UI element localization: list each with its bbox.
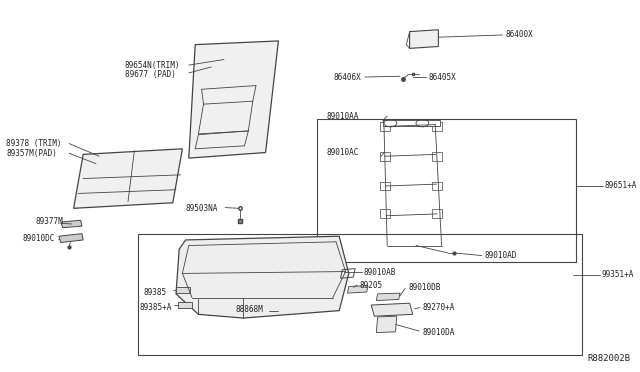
Bar (383, 120, 440, 126)
Text: 89205: 89205 (360, 281, 383, 290)
Text: 89010DA: 89010DA (422, 328, 455, 337)
Bar (432, 152, 442, 161)
Text: 89385+A: 89385+A (140, 303, 172, 312)
Text: 89357M(PAD): 89357M(PAD) (6, 149, 57, 158)
Polygon shape (376, 293, 400, 301)
Bar (432, 209, 442, 218)
Text: 89010AD: 89010AD (484, 251, 517, 260)
Text: 99351+A: 99351+A (602, 270, 634, 279)
Text: 89378 (TRIM): 89378 (TRIM) (6, 139, 62, 148)
Text: 86405X: 86405X (429, 73, 456, 81)
Text: 89385: 89385 (144, 288, 167, 297)
Polygon shape (371, 303, 413, 316)
Text: 86406X: 86406X (334, 73, 362, 81)
Text: 89654N(TRIM): 89654N(TRIM) (125, 61, 180, 70)
Polygon shape (176, 236, 349, 318)
Bar (380, 152, 390, 161)
Text: 86400X: 86400X (506, 31, 533, 39)
Text: 89010AB: 89010AB (364, 268, 396, 277)
Bar (176, 287, 190, 293)
Polygon shape (410, 30, 438, 48)
Bar (380, 182, 390, 190)
Bar (178, 302, 192, 308)
Text: 89010DB: 89010DB (408, 283, 441, 292)
Bar (138, 234, 582, 355)
Text: 89377M: 89377M (35, 217, 63, 226)
Text: 89010AC: 89010AC (326, 148, 359, 157)
Text: 88868M: 88868M (236, 305, 263, 314)
Bar (317, 119, 576, 262)
Polygon shape (74, 149, 182, 208)
Bar (380, 209, 390, 218)
Text: R882002B: R882002B (588, 354, 630, 363)
Polygon shape (348, 286, 368, 293)
Polygon shape (376, 316, 397, 333)
Text: 89270+A: 89270+A (422, 303, 455, 312)
Text: 89651+A: 89651+A (605, 182, 637, 190)
Text: 89010AA: 89010AA (326, 112, 359, 121)
Text: 89503NA: 89503NA (186, 204, 218, 213)
Bar (432, 122, 442, 131)
Polygon shape (189, 41, 278, 158)
Text: 89010DC: 89010DC (22, 234, 55, 243)
Text: 89677 (PAD): 89677 (PAD) (125, 70, 175, 79)
Polygon shape (61, 220, 82, 228)
Bar (432, 182, 442, 190)
Polygon shape (59, 234, 83, 243)
Bar (380, 122, 390, 131)
